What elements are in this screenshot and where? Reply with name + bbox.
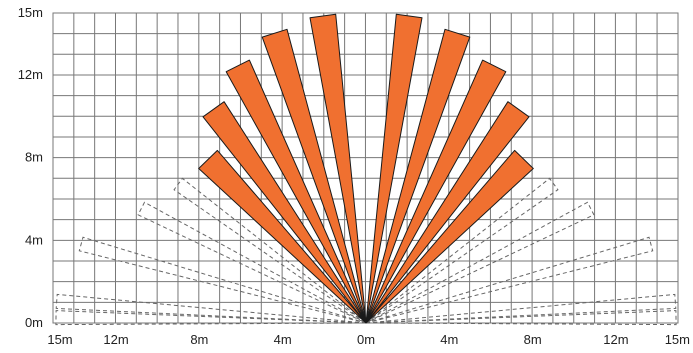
active-beam — [309, 13, 367, 324]
inactive-beam — [365, 201, 595, 324]
x-axis-label: 8m — [524, 332, 542, 347]
y-axis-labels: 0m 4m 8m 12m 15m — [18, 5, 43, 330]
inactive-beam — [137, 201, 367, 324]
inactive-beams — [55, 177, 677, 326]
x-axis-label: 12m — [603, 332, 628, 347]
inactive-beam — [78, 236, 367, 324]
inactive-beam — [365, 177, 559, 324]
x-axis-label: 15m — [665, 332, 690, 347]
x-axis-label: 15m — [47, 332, 72, 347]
x-axis-label: 0m — [357, 332, 375, 347]
active-beam — [365, 149, 534, 324]
y-axis-label: 12m — [18, 67, 43, 82]
x-axis-label: 4m — [274, 332, 292, 347]
inactive-beam — [365, 293, 677, 324]
active-beam — [202, 101, 367, 324]
active-beam — [365, 13, 423, 324]
active-beam — [198, 149, 367, 324]
grid — [52, 12, 679, 324]
active-beam — [365, 28, 471, 324]
x-axis-labels: 15m 12m 8m 4m 0m 4m 8m 12m 15m — [47, 332, 690, 347]
inactive-beam — [365, 310, 677, 326]
y-axis-label: 15m — [18, 5, 43, 20]
active-beam — [365, 101, 530, 324]
inactive-beam — [173, 177, 367, 324]
inactive-beam — [55, 293, 367, 324]
inactive-beam — [55, 310, 367, 326]
x-axis-label: 12m — [103, 332, 128, 347]
y-axis-label: 4m — [25, 232, 43, 247]
active-beam — [365, 59, 507, 324]
active-beam — [261, 28, 367, 324]
x-axis-label: 4m — [440, 332, 458, 347]
y-axis-label: 8m — [25, 150, 43, 165]
x-axis-label: 8m — [190, 332, 208, 347]
active-beam — [225, 59, 367, 324]
y-axis-label: 0m — [25, 315, 43, 330]
active-beams — [198, 13, 534, 324]
inactive-beam — [365, 236, 654, 324]
